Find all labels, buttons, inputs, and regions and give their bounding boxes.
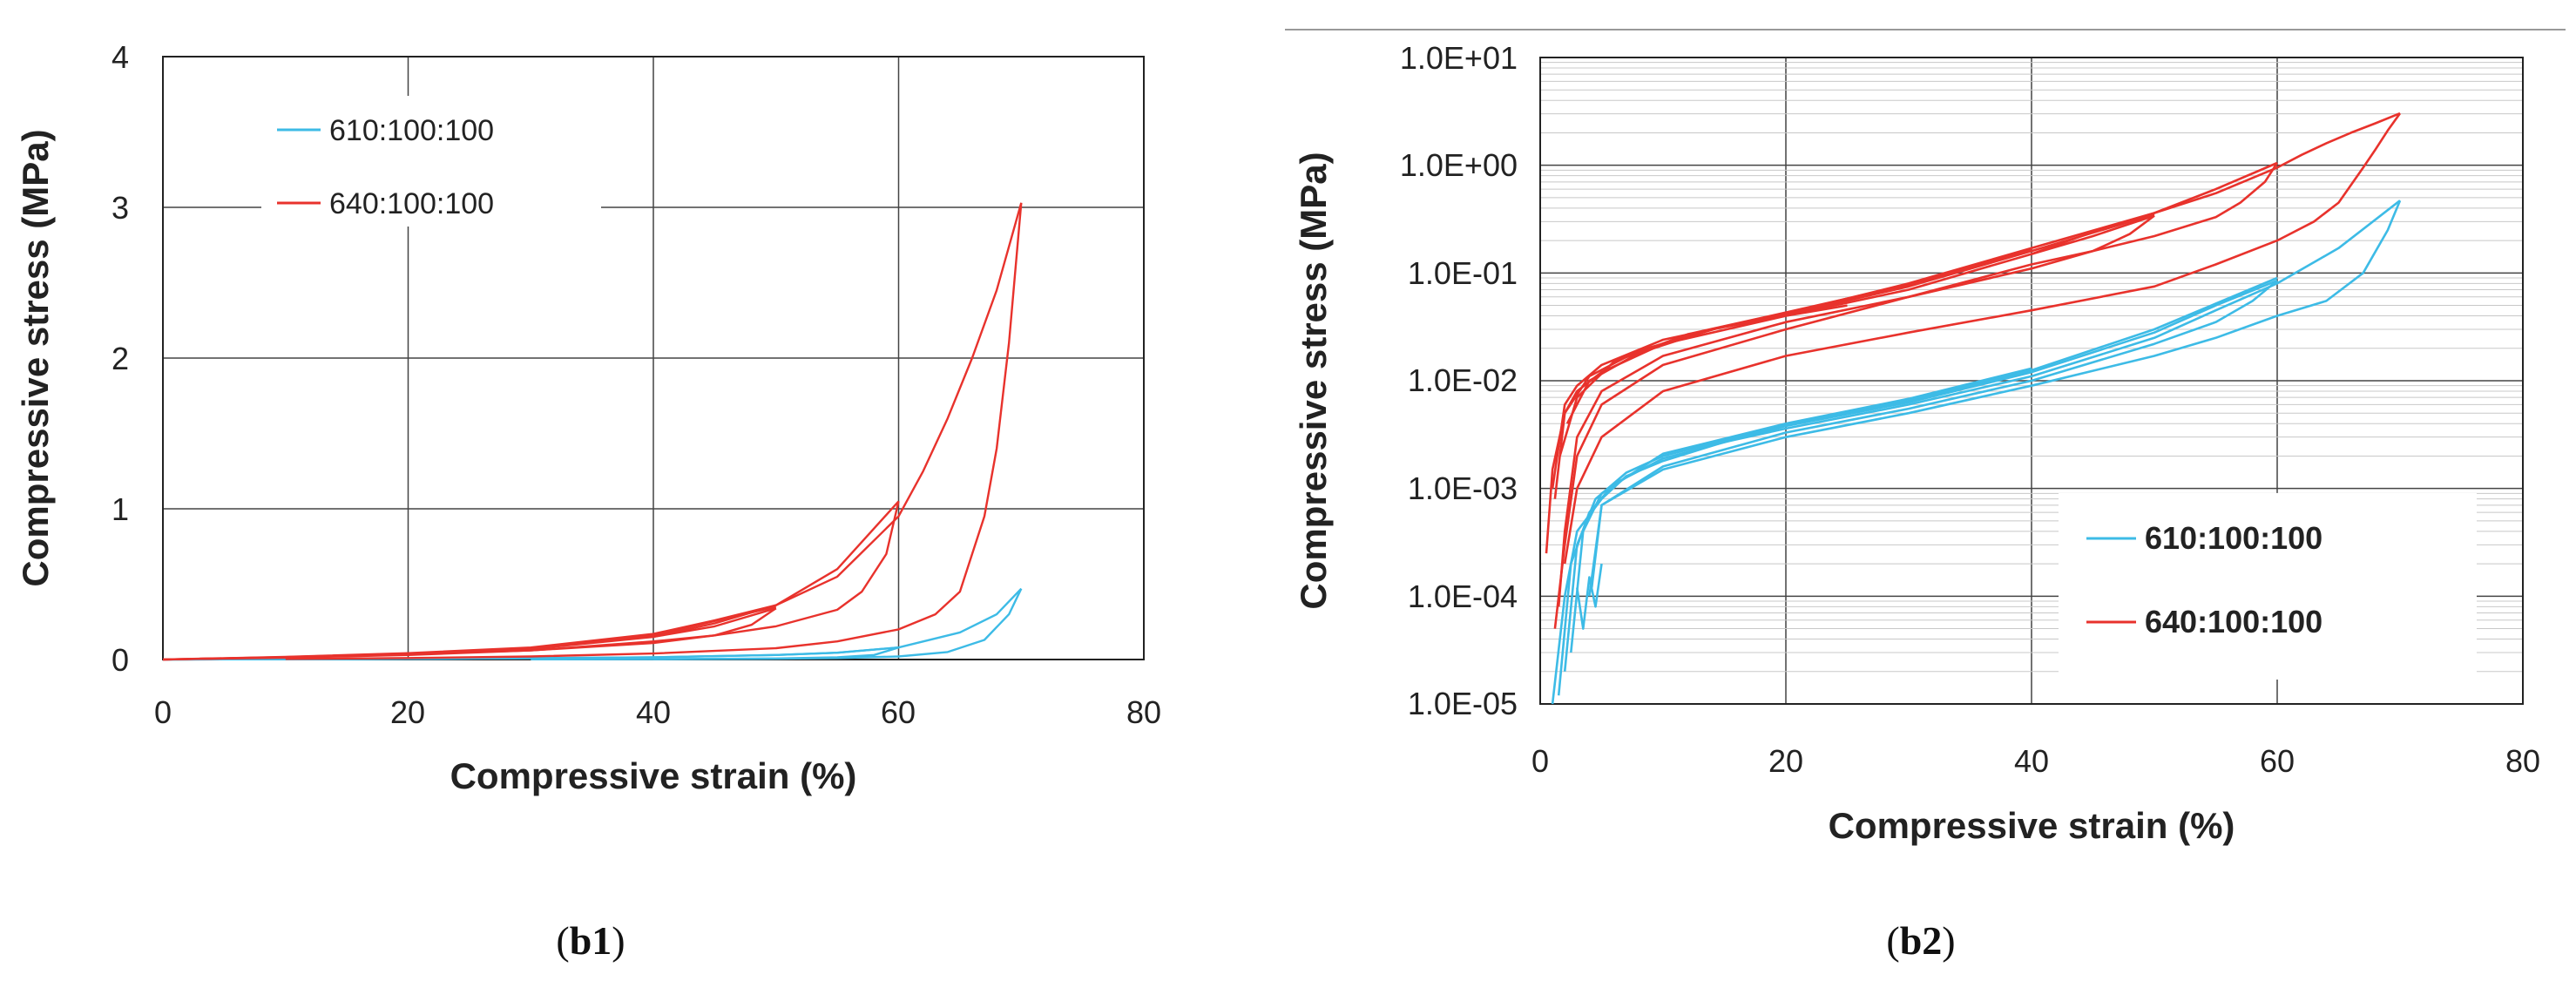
b1-xtick: 0	[154, 694, 172, 730]
b1-xtick: 60	[881, 694, 916, 730]
b1-ytick: 1	[112, 491, 129, 527]
b2-ytick: 1.0E+00	[1400, 147, 1518, 183]
chart-b1: 0 1 2 3 4 0 20 40 60 80 Compressive stra…	[15, 39, 1161, 963]
b2-plot-frame	[1539, 57, 2524, 705]
b1-series-640-curve	[285, 202, 1023, 660]
b2-legend-label-640: 640:100:100	[2145, 604, 2322, 639]
b1-caption: (b1)	[556, 918, 625, 963]
b2-ytick: 1.0E-02	[1408, 362, 1518, 398]
b1-x-axis-label: Compressive strain (%)	[450, 755, 857, 796]
b2-ytick: 1.0E+01	[1400, 40, 1518, 76]
b2-xtick: 60	[2260, 743, 2295, 779]
b2-xtick: 40	[2014, 743, 2049, 779]
b1-ytick: 0	[112, 642, 129, 678]
b2-series-640-curve	[1565, 304, 1848, 424]
b1-series-640-curve	[199, 501, 900, 660]
b2-curves	[1545, 112, 2402, 705]
b2-ytick: 1.0E-05	[1408, 686, 1518, 721]
b2-series-610-curve	[1563, 276, 2278, 672]
b1-legend-label-610: 610:100:100	[329, 114, 494, 147]
b2-legend-box	[2059, 493, 2477, 680]
b2-xtick: 0	[1531, 743, 1549, 779]
b1-ytick: 2	[112, 341, 129, 376]
b1-legend-label-640: 640:100:100	[329, 187, 494, 220]
chart-b2: 1.0E-05 1.0E-04 1.0E-03 1.0E-02 1.0E-01 …	[1285, 29, 2566, 963]
b1-xtick: 20	[390, 694, 425, 730]
b2-xtick: 20	[1768, 743, 1803, 779]
b2-legend-label-610: 610:100:100	[2145, 520, 2322, 556]
b2-y-axis-label: Compressive stress (MPa)	[1293, 152, 1334, 609]
b1-xtick: 80	[1126, 694, 1161, 730]
b2-series-640-curve	[1553, 162, 2279, 629]
b1-ytick: 4	[112, 39, 129, 75]
b1-series-610-curve	[652, 646, 899, 660]
b2-xtick: 80	[2505, 743, 2540, 779]
b2-caption: (b2)	[1886, 918, 1955, 963]
b1-xtick: 40	[636, 694, 671, 730]
b2-series-610-curve	[1590, 280, 2278, 588]
b2-series-640-curve	[1558, 248, 2032, 457]
b2-series-640-curve	[1563, 112, 2402, 565]
b1-y-axis-label: Compressive stress (MPa)	[15, 129, 56, 586]
b2-series-610-curve	[1570, 367, 2032, 653]
b2-ytick: 1.0E-04	[1408, 578, 1518, 614]
b1-series-640-curve	[162, 606, 777, 661]
b2-x-axis-label: Compressive strain (%)	[1829, 805, 2235, 846]
b2-ytick: 1.0E-03	[1408, 470, 1518, 506]
b2-series-640-curve	[1557, 214, 2155, 607]
b2-ytick: 1.0E-01	[1408, 255, 1518, 291]
b2-series-610-curve	[1576, 563, 1603, 630]
b1-legend-box	[261, 96, 601, 227]
b1-ytick: 3	[112, 190, 129, 226]
b2-series-610-curve	[1588, 200, 2402, 597]
b1-curves	[162, 202, 1023, 661]
